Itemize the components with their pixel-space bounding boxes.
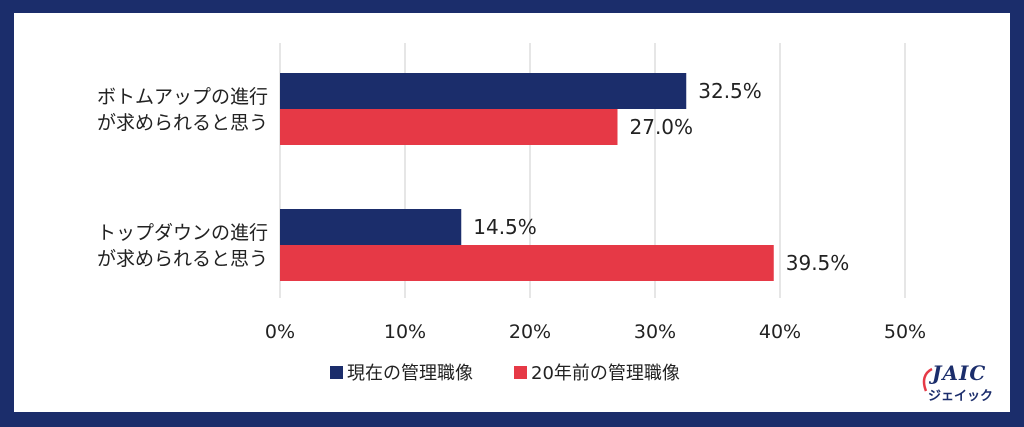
x-tick-label: 10% xyxy=(384,321,426,343)
bar-chart: 0% 10% 20% 30% 40% 50% 32.5%27.0% ボトムアップの進行が求めら… xyxy=(97,43,926,384)
jaic-logo: JAIC ジェイック xyxy=(918,361,1008,409)
chart-frame: 0% 10% 20% 30% 40% 50% 32.5% 27.0% ボトムアップの進行 が求めら… xyxy=(14,13,1010,412)
data-label: 32.5% xyxy=(698,79,762,103)
logo-text: JAIC xyxy=(932,361,987,385)
x-tick-label: 30% xyxy=(634,321,676,343)
category-label: ボトムアップの進行 xyxy=(97,86,268,108)
bar xyxy=(280,245,774,281)
data-label: 27.0% xyxy=(630,115,694,139)
x-tick-label: 40% xyxy=(759,321,801,343)
x-tick-label: 0% xyxy=(265,321,295,343)
x-tick-label: 20% xyxy=(509,321,551,343)
legend-swatch xyxy=(330,366,343,379)
legend-label: 現在の管理職像 xyxy=(347,363,473,384)
logo-swoosh-icon xyxy=(922,367,933,392)
data-label: 14.5% xyxy=(473,215,537,239)
category-label: が求められると思う xyxy=(97,112,268,134)
legend-swatch xyxy=(514,366,527,379)
logo-subtext: ジェイック xyxy=(928,389,994,404)
bar xyxy=(280,109,618,145)
legend-label: 20年前の管理職像 xyxy=(531,363,680,384)
bar xyxy=(280,209,462,245)
x-tick-label: 50% xyxy=(884,321,926,343)
data-label: 39.5% xyxy=(786,251,850,275)
bar xyxy=(280,73,687,109)
category-label: トップダウンの進行 xyxy=(97,222,268,244)
category-label: が求められると思う xyxy=(97,248,268,270)
